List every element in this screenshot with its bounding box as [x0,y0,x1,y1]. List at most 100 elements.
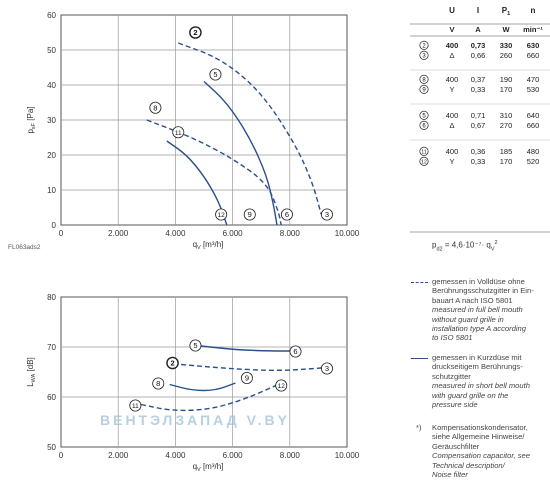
text-line: Kompensationskondensator, [432,423,528,432]
table-cell-i: 0,33 [471,85,486,94]
y-axis-label: LWA [dB] [26,357,37,387]
text-line: Compensation capacitor, see [432,451,530,461]
curve-label-9: 9 [245,374,249,383]
series-line-8 [146,119,282,226]
text-line: measured in full bell mouth [432,305,523,315]
x-tick-label: 4.000 [165,229,186,238]
legend-solid-line [411,358,428,359]
legend-dashed-en: measured in full bell mouth without guard… [432,305,534,343]
table-cell-n: 480 [527,147,540,156]
series-line-2 [178,42,322,215]
curve-label-6: 6 [293,347,297,356]
legend-dashed-de: gemessen in Volldüse ohne Berührungsschut… [432,277,534,305]
table-cell-n: 470 [527,75,540,84]
table-curve-label: 11 [421,150,426,156]
legend-dashed-line [411,282,428,283]
table-header-i: I [477,6,479,15]
table-cell-n: 520 [527,157,540,166]
formula-rest: = 4,6·10⁻⁷· q [442,240,491,250]
table-header-n: n [531,6,536,15]
formula: pd2 = 4,6·10⁻⁷· qV2 [432,240,498,252]
formula-sub: d2 [436,246,443,253]
plot-frame [60,296,348,448]
series-line-11 [140,383,279,412]
table-cell-p: 330 [500,41,513,50]
x-tick-label: 6.000 [223,451,244,460]
note-de: Kompensationskondensator, siehe Allgemein… [432,423,530,451]
table-cell-u: 400 [446,111,459,120]
table-curve-marker-11 [419,146,429,156]
table-cell-p: 185 [500,147,513,156]
table-cell-p: 170 [500,85,513,94]
table-cell-i: 0,73 [471,41,486,50]
table-cell-u: 400 [446,75,459,84]
text-line: bauart A nach ISO 5801 [432,295,513,305]
text-line: druckseitigem Berührungs- [432,362,523,372]
table-cell-i: 0,36 [471,147,486,156]
curve-marker-6 [289,345,302,358]
series-line-2 [181,363,322,372]
y-tick-label: 60 [47,11,56,20]
legend-solid-en: measured in short bell mouth with guard g… [432,381,530,409]
table-header-p: P1 [502,6,510,17]
formula-sup: 2 [494,240,498,246]
formula-sub2: V [490,246,495,253]
x-tick-label: 8.000 [280,451,301,460]
text-line: measured in short bell mouth [432,381,530,391]
y-tick-label: 50 [47,443,56,452]
legend-solid-text: gemessen in Kurzdüse mit druckseitigem Be… [432,353,530,409]
table-curve-marker-8 [419,74,429,84]
x-tick-label: 0 [59,451,64,460]
curve-label-9: 9 [248,210,252,219]
text-line: Technical description/ [432,460,505,470]
curve-marker-6 [280,208,293,221]
table-cell-i: 0,67 [471,121,486,130]
note-en: Compensation capacitor, see Technical des… [432,451,530,479]
table-unit: W [502,25,510,34]
table-cell-p: 260 [500,51,513,60]
table-cell-u: Y [449,157,454,166]
curve-marker-3 [320,208,333,221]
text-line: Berührungsschutzgitter in Ein- [432,286,534,296]
table-curve-label: 3 [422,54,426,60]
table-cell-i: 0,71 [471,111,486,120]
table-cell-n: 660 [527,121,540,130]
text-line: installation type A according [432,324,526,334]
y-tick-label: 60 [47,393,56,402]
table-cell-u: 400 [446,147,459,156]
x-tick-label: 6.000 [223,229,244,238]
table-cell-i: 0,33 [471,157,486,166]
table-cell-u: Δ [449,121,454,130]
table-curve-label: 9 [422,88,426,94]
text-line: Geräuschfilter [432,441,480,451]
table-unit: min⁻¹ [523,25,543,34]
curve-marker-11 [172,126,185,139]
table-curve-marker-9 [419,84,429,94]
y-tick-label: 40 [47,81,56,90]
x-tick-label: 2.000 [108,451,129,460]
text-line: siehe Allgemeine Hinweise/ [432,432,525,442]
y-tick-label: 80 [47,293,56,302]
text-line: Noise filter [432,470,468,480]
curve-label-2: 2 [170,359,174,368]
curve-marker-11 [129,399,142,412]
curve-marker-8 [152,377,165,390]
x-axis-label: qV [m³/h] [193,240,224,251]
curve-marker-2 [189,26,202,39]
specs-table: U V I A P1 Wn min⁻¹ 2 400 0,73 330 630 3 Δ 0,66 260 660 8… [410,6,550,233]
table-curve-marker-3 [419,50,429,60]
table-curve-marker-2 [419,40,429,50]
curve-label-5: 5 [193,341,197,350]
y-tick-label: 70 [47,343,56,352]
text-line: pressure side [432,400,478,410]
text-line: gemessen in Volldüse ohne [432,277,525,286]
curve-label-8: 8 [156,379,160,388]
table-curve-label: 2 [422,44,426,50]
curve-label-3: 3 [325,210,329,219]
curve-label-12: 12 [218,212,226,219]
curve-label-6: 6 [285,210,289,219]
table-cell-n: 660 [527,51,540,60]
table-curve-label: 8 [422,78,426,84]
watermark: ВЕНТЭЛЗАПАД V.BY [100,412,291,428]
